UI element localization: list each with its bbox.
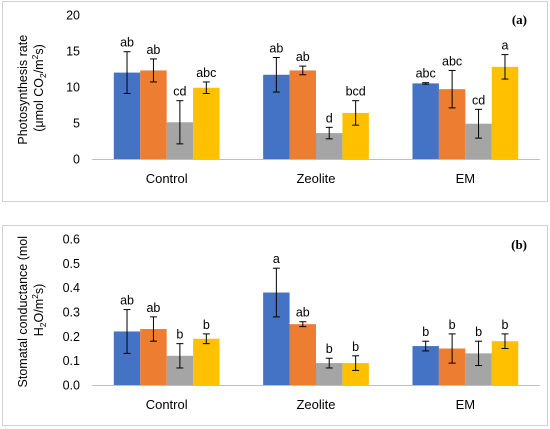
panel-b-y-axis-label: Stomatal conductance (mol H2O/m2s) xyxy=(16,233,48,388)
panel-b-bars xyxy=(113,267,519,385)
panel-b-significance-label: b xyxy=(449,318,456,332)
panel-a-category-label: Control xyxy=(146,171,188,186)
panel-a-significance-label: abc xyxy=(442,54,462,68)
panel-a-ylabel-line2: (μmol CO2/m2s) xyxy=(30,44,48,132)
panel-b-category-label: Control xyxy=(146,397,188,412)
panel-a-significance-label: d xyxy=(326,111,333,125)
panel-b-y-tick-label: 0.6 xyxy=(63,233,80,247)
panel-b-axes: 0.0 0.1 0.2 0.3 0.4 0.5 0.6 Control Zeolite EM xyxy=(63,233,540,412)
panel-a-significance-label: a xyxy=(502,39,509,53)
panel-a-y-tick-label: 5 xyxy=(73,117,80,131)
panel-b: (b) Stomatal conductance (mol H2O/m2s) 0… xyxy=(2,225,548,426)
panel-b-error-bar xyxy=(475,340,483,367)
panel-b-bar xyxy=(289,324,316,385)
panel-a-error-bar xyxy=(448,69,456,109)
panel-b-category-label: Zeolite xyxy=(296,397,335,412)
panel-b-y-tick-label: 0.3 xyxy=(63,306,80,320)
panel-b-significance-label: b xyxy=(475,325,482,339)
panel-b-significance-label: ab xyxy=(120,294,134,308)
panel-a-y-tick-label: 10 xyxy=(66,81,80,95)
panel-a-significance-label: abc xyxy=(416,67,436,81)
panel-b-label: (b) xyxy=(511,237,527,252)
panel-a-y-axis-label: Photosynthesis rate (μmol CO2/m2s) xyxy=(16,31,48,144)
panel-b-error-bar xyxy=(149,316,157,342)
panel-b-significance-label: a xyxy=(273,252,280,266)
panel-a-significance-label: ab xyxy=(120,36,134,50)
panel-b-ylabel-line2: H2O/m2s) xyxy=(30,284,48,337)
panel-a-y-tick-label: 0 xyxy=(73,153,80,167)
panel-a-y-tick-label: 15 xyxy=(66,45,80,59)
panel-a-significance-label: cd xyxy=(173,85,186,99)
panel-a-bar xyxy=(412,83,439,159)
panel-b-y-tick-label: 0.2 xyxy=(63,330,80,344)
panel-b-significance-label: b xyxy=(176,328,183,342)
panel-a-category-label: Zeolite xyxy=(296,171,335,186)
panel-b-bar xyxy=(342,363,369,385)
panel-a-ylabel-line1: Photosynthesis rate xyxy=(16,35,30,145)
panel-a-axes: 0 5 10 15 20 Control Zeolite EM xyxy=(66,9,540,186)
panel-b-error-bar xyxy=(176,343,184,369)
panel-b-significance-label: b xyxy=(352,340,359,354)
panel-a-error-bar xyxy=(149,58,157,83)
panel-b-error-bar xyxy=(299,321,307,328)
panel-a-significance-label: bcd xyxy=(346,85,366,99)
panel-b-error-bar xyxy=(352,355,360,371)
panel-a-category-label: EM xyxy=(456,171,476,186)
panel-b-significance-label: ab xyxy=(146,301,160,315)
panel-a-error-bar xyxy=(123,51,131,94)
panel-a-error-bar xyxy=(501,54,509,80)
panel-b-error-bar xyxy=(123,309,131,354)
panel-b-error-bar xyxy=(325,357,333,369)
panel-b-y-tick-label: 0.4 xyxy=(63,281,80,295)
panel-b-bar xyxy=(316,363,343,385)
panel-a-bar xyxy=(289,70,316,159)
panel-a-significance-label: ab xyxy=(146,43,160,57)
panel-b-bar xyxy=(412,346,439,385)
panel-a-error-bar xyxy=(176,100,184,145)
panel-a-y-tick-label: 20 xyxy=(66,9,80,23)
panel-b-significance-label: ab xyxy=(296,306,310,320)
panel-b-bar xyxy=(193,338,220,385)
panel-a-bars xyxy=(113,51,519,159)
panel-a-error-bar xyxy=(422,82,430,85)
panel-b-y-tick-label: 0.0 xyxy=(63,379,80,393)
panel-b-y-tick-label: 0.5 xyxy=(63,257,80,271)
panel-a-error-bar xyxy=(272,56,280,93)
panel-a-bar xyxy=(140,70,167,159)
panel-a-error-bar xyxy=(325,126,333,140)
panel-a-error-bar xyxy=(299,65,307,76)
panel-b-error-bar xyxy=(202,333,210,345)
panel-b-significance-label: b xyxy=(203,318,210,332)
panel-a-error-bar xyxy=(352,100,360,126)
panel-b-significance-label: b xyxy=(422,325,429,339)
panel-a-significance-label: ab xyxy=(269,41,283,55)
panel-a: (a) Photosynthesis rate (μmol CO2/m2s) 0… xyxy=(2,1,548,202)
panel-b-significance-label: b xyxy=(502,318,509,332)
panel-a-bar xyxy=(491,66,519,159)
panel-b-error-bar xyxy=(272,267,280,318)
panel-b-significance-label: b xyxy=(326,342,333,356)
panel-a-error-bar xyxy=(475,108,483,139)
panel-a-significance-label: abc xyxy=(196,66,216,80)
panel-b-error-bar xyxy=(501,333,509,349)
panel-b-error-bar xyxy=(448,333,456,364)
panel-a-significance-label: ab xyxy=(296,50,310,64)
panel-b-category-label: EM xyxy=(456,397,476,412)
panel-a-label: (a) xyxy=(512,12,527,27)
panel-b-y-tick-label: 0.1 xyxy=(63,354,80,368)
panel-b-ylabel-line1: Stomatal conductance (mol xyxy=(16,236,30,387)
panel-a-significance-label: cd xyxy=(472,93,485,107)
panel-a-bar xyxy=(193,87,220,159)
panel-a-error-bar xyxy=(202,81,210,94)
panel-b-error-bar xyxy=(422,340,430,352)
